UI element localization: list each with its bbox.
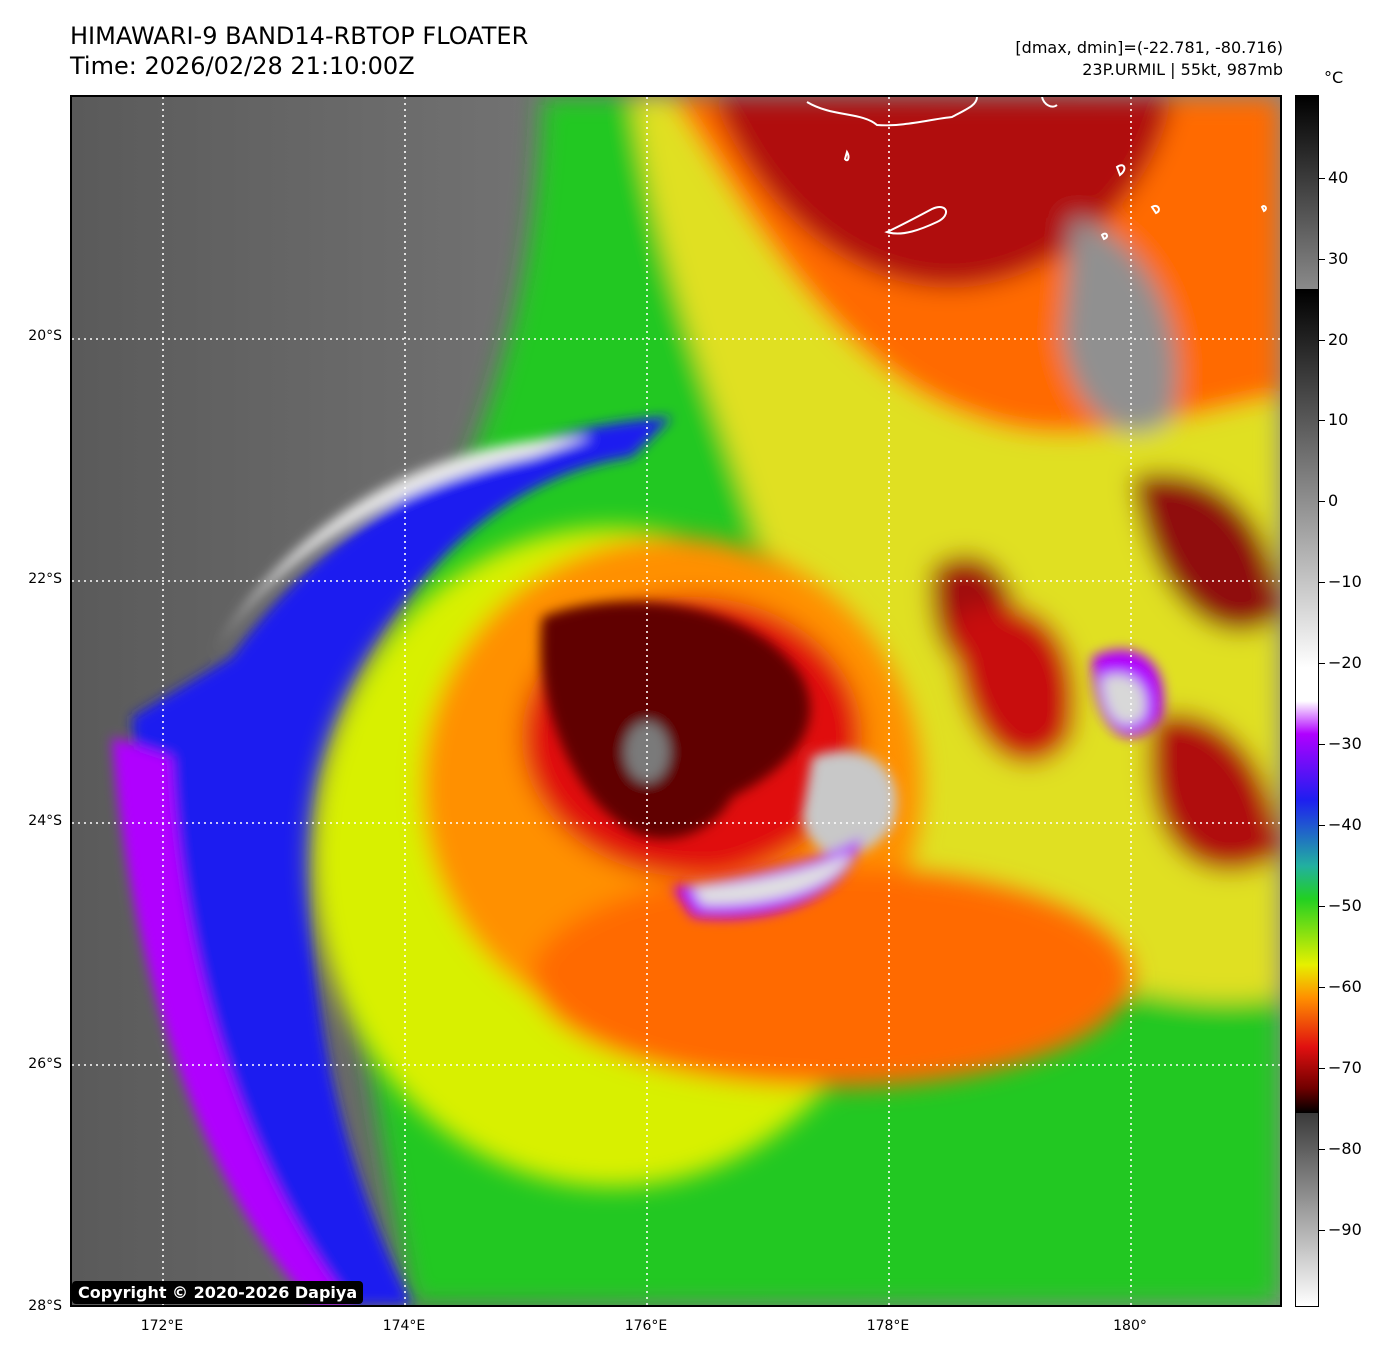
satellite-imagery — [72, 97, 1280, 1305]
image-title: HIMAWARI-9 BAND14-RBTOP FLOATER — [70, 22, 529, 50]
lon-label-178e: 178°E — [866, 1318, 910, 1334]
satellite-map — [70, 95, 1282, 1307]
lon-label-172e: 172°E — [140, 1318, 184, 1334]
colorbar-label-minus60: −60 — [1328, 977, 1362, 996]
lat-label-28s: 28°S — [28, 1298, 62, 1314]
colorbar-label-10: 10 — [1328, 410, 1349, 429]
colorbar-label-minus10: −10 — [1328, 572, 1362, 591]
colorbar-label-minus90: −90 — [1328, 1220, 1362, 1239]
colorbar-label-minus50: −50 — [1328, 896, 1362, 915]
copyright-notice: Copyright © 2020-2026 Dapiya — [72, 1281, 364, 1304]
lon-label-176e: 176°E — [624, 1318, 668, 1334]
lon-label-180: 180° — [1113, 1318, 1147, 1334]
colorbar-label-20: 20 — [1328, 330, 1349, 349]
colorbar-label-40: 40 — [1328, 168, 1349, 187]
lat-label-22s: 22°S — [28, 571, 62, 587]
colorbar-label-minus30: −30 — [1328, 734, 1362, 753]
colorbar-label-0: 0 — [1328, 491, 1339, 510]
colorbar — [1295, 95, 1319, 1307]
data-range-readout: [dmax, dmin]=(-22.781, -80.716) — [1015, 38, 1283, 57]
image-timestamp: Time: 2026/02/28 21:10:00Z — [70, 52, 415, 80]
colorbar-unit: °C — [1324, 68, 1344, 87]
coastline — [806, 97, 1267, 241]
colorbar-label-minus40: −40 — [1328, 815, 1362, 834]
lat-label-20s: 20°S — [28, 328, 62, 344]
lon-label-174e: 174°E — [382, 1318, 426, 1334]
colorbar-label-30: 30 — [1328, 249, 1349, 268]
colorbar-label-minus80: −80 — [1328, 1139, 1362, 1158]
storm-info: 23P.URMIL | 55kt, 987mb — [1082, 60, 1283, 79]
colorbar-label-minus70: −70 — [1328, 1058, 1362, 1077]
lat-label-24s: 24°S — [28, 813, 62, 829]
lat-label-26s: 26°S — [28, 1056, 62, 1072]
colorbar-label-minus20: −20 — [1328, 653, 1362, 672]
